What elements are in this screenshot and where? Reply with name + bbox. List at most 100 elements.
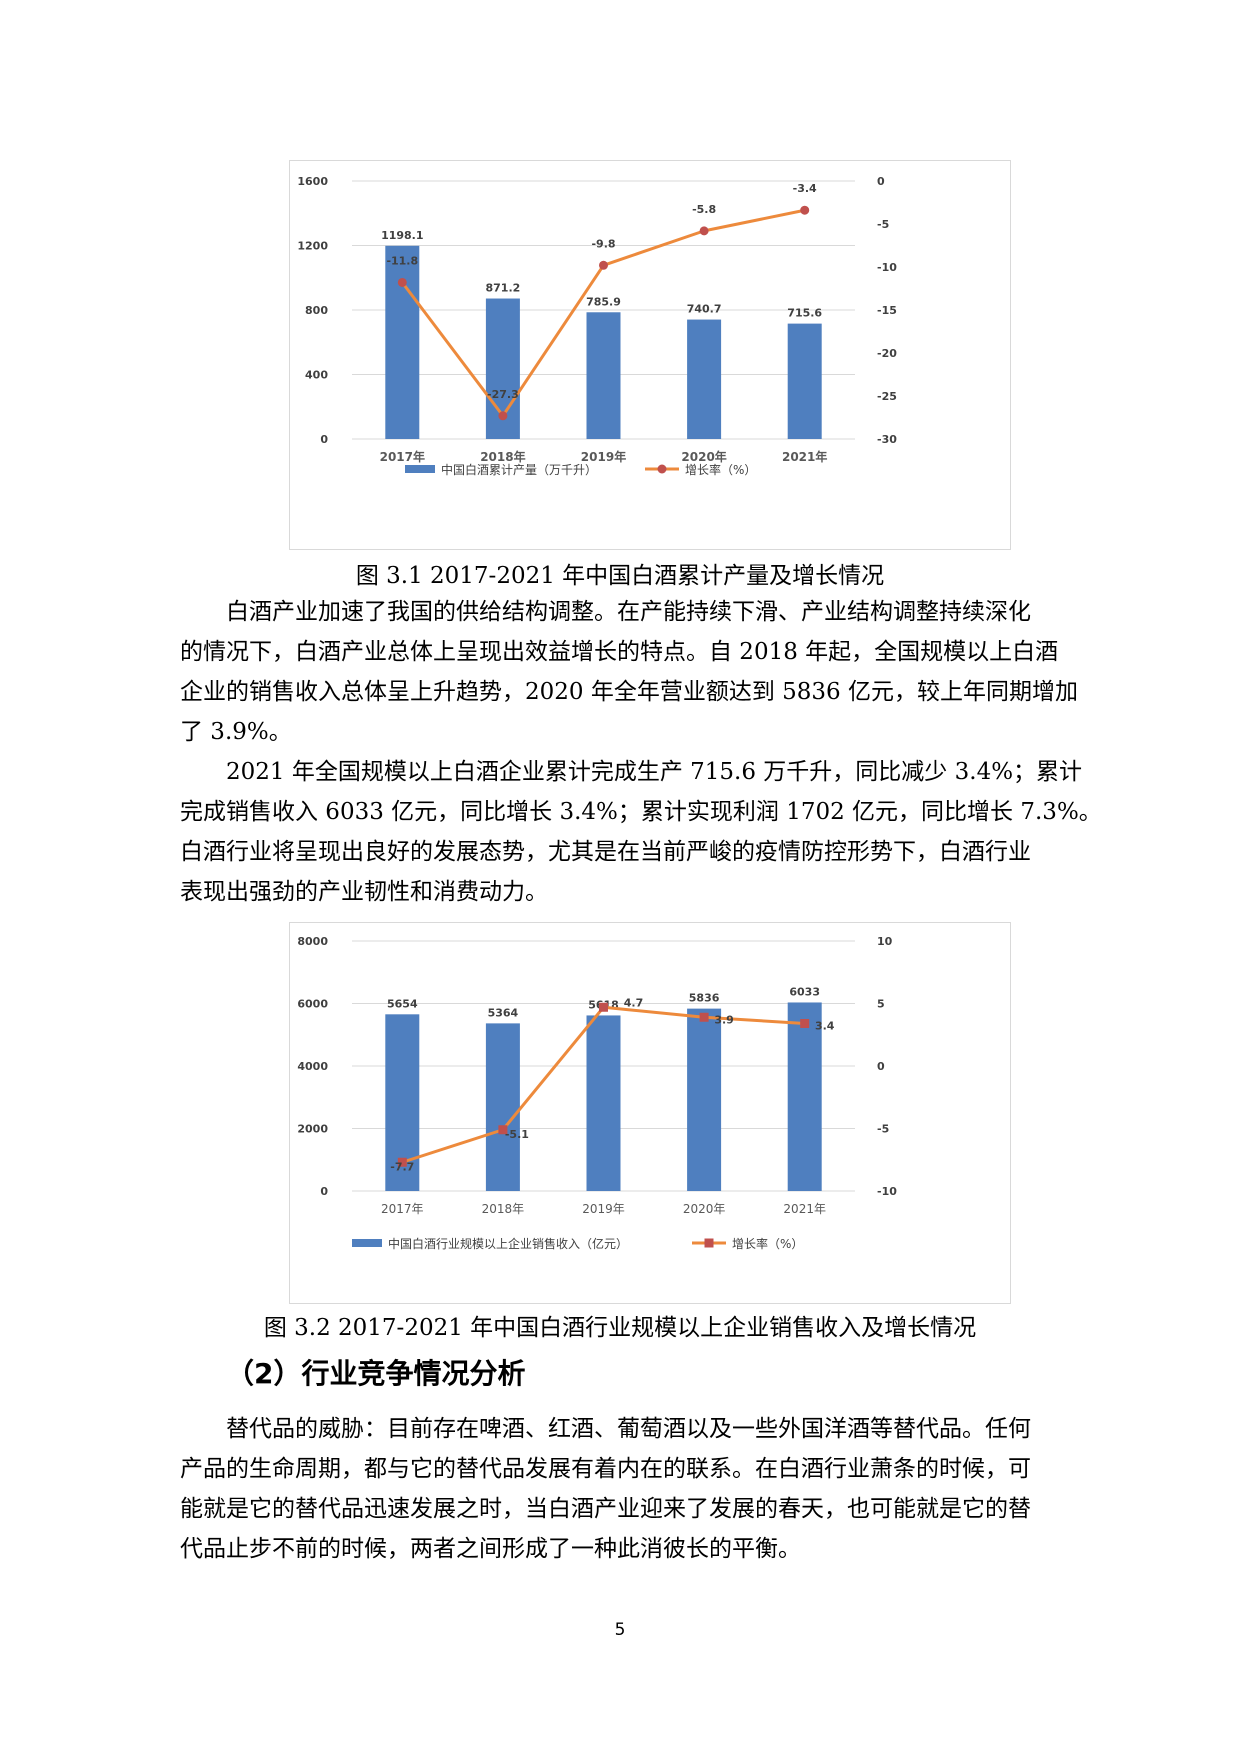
paragraph-substitutes: 替代品的威胁：目前存在啤酒、红酒、葡萄酒以及一些外国洋酒等替代品。任何 产品的生… <box>180 1409 1110 1569</box>
growth-rate-marker <box>699 226 709 236</box>
paragraph-line: 表现出强劲的产业韧性和消费动力。 <box>180 879 548 905</box>
paragraph-industry-structure: 白酒产业加速了我国的供给结构调整。在产能持续下滑、产业结构调整持续深化 的情况下… <box>180 592 1110 752</box>
growth-rate-marker <box>699 1012 709 1022</box>
bar <box>787 323 822 439</box>
y-right-tick-label: -5 <box>877 1123 889 1136</box>
line-data-label: -11.8 <box>386 254 418 267</box>
x-tick-label: 2018年 <box>482 1202 525 1216</box>
paragraph-line: 企业的销售收入总体呈上升趋势，2020 年全年营业额达到 5836 亿元，较上年… <box>180 679 1078 705</box>
line-data-label: -7.7 <box>390 1160 414 1173</box>
bar-data-label: 5654 <box>387 997 418 1010</box>
paragraph-line: 代品止步不前的时候，两者之间形成了一种此消彼长的平衡。 <box>180 1536 801 1562</box>
legend-bar-label: 中国白酒累计产量（万千升） <box>441 462 597 477</box>
y-left-tick-label: 0 <box>320 433 328 446</box>
y-left-tick-label: 0 <box>320 1185 328 1198</box>
paragraph-line: 产品的生命周期，都与它的替代品发展有着内在的联系。在白酒行业萧条的时候，可 <box>180 1456 1031 1482</box>
bar-data-label: 871.2 <box>486 282 521 295</box>
line-data-label: 3.9 <box>714 1013 734 1026</box>
legend-bar-swatch <box>352 1239 382 1247</box>
y-right-tick-label: -5 <box>877 218 889 231</box>
paragraph-line: 白酒产业加速了我国的供给结构调整。在产能持续下滑、产业结构调整持续深化 <box>226 599 1031 625</box>
line-data-label: -5.8 <box>692 203 716 216</box>
paragraph-line: 的情况下，白酒产业总体上呈现出效益增长的特点。自 2018 年起，全国规模以上白… <box>180 639 1059 665</box>
y-right-tick-label: -25 <box>877 390 897 403</box>
growth-rate-marker <box>800 205 810 215</box>
y-left-tick-label: 4000 <box>297 1060 328 1073</box>
line-data-label: -5.1 <box>505 1128 529 1141</box>
y-left-tick-label: 8000 <box>297 935 328 948</box>
growth-rate-marker <box>599 260 608 270</box>
y-right-tick-label: 0 <box>877 1060 885 1073</box>
page-number: 5 <box>614 1620 626 1640</box>
growth-rate-marker <box>599 1002 608 1012</box>
x-tick-label: 2020年 <box>681 449 726 464</box>
paragraph-line: 了 3.9%。 <box>180 719 292 745</box>
growth-rate-marker <box>498 411 508 421</box>
paragraph-line: 白酒行业将呈现出良好的发展态势，尤其是在当前严峻的疫情防控形势下，白酒行业 <box>180 839 1031 865</box>
line-data-label: -3.4 <box>793 182 817 195</box>
bar-data-label: 785.9 <box>586 295 621 308</box>
bar-data-label: 5364 <box>488 1006 519 1019</box>
y-right-tick-label: -10 <box>877 261 897 274</box>
production-chart-svg: 0 400 800 1200 1600 -30 -25 -20 -15 -10 -5 0 1198.1 8… <box>297 175 897 477</box>
x-tick-label: 2019年 <box>582 1202 625 1216</box>
x-tick-label: 2021年 <box>782 449 827 464</box>
line-data-label: 4.7 <box>624 996 644 1009</box>
y-right-tick-label: -10 <box>877 1185 897 1198</box>
line-data-label: -27.3 <box>487 388 519 401</box>
bar <box>586 312 621 439</box>
growth-rate-marker <box>800 1019 810 1028</box>
paragraph-line: 替代品的威胁：目前存在啤酒、红酒、葡萄酒以及一些外国洋酒等替代品。任何 <box>226 1416 1031 1442</box>
sales-revenue-chart: 02000400060008000-10-5051056545364561858… <box>289 922 1011 1304</box>
y-right-tick-label: 5 <box>877 998 885 1011</box>
sales-revenue-chart-svg: 02000400060008000-10-5051056545364561858… <box>297 935 897 1251</box>
paragraph-2021-performance: 2021 年全国规模以上白酒企业累计完成生产 715.6 万千升，同比减少 3.… <box>180 752 1110 912</box>
legend-line-marker <box>657 464 667 474</box>
legend-line-marker <box>704 1238 714 1248</box>
paragraph-line: 完成销售收入 6033 亿元，同比增长 3.4%；累计实现利润 1702 亿元，… <box>180 799 1102 825</box>
line-data-label: 3.4 <box>815 1020 835 1033</box>
paragraph-line: 2021 年全国规模以上白酒企业累计完成生产 715.6 万千升，同比减少 3.… <box>226 759 1083 785</box>
bar <box>385 245 420 439</box>
legend-line-label: 增长率（%） <box>685 462 756 477</box>
bar <box>787 1002 822 1191</box>
line-data-label: -9.8 <box>591 237 615 250</box>
y-left-tick-label: 6000 <box>297 998 328 1011</box>
bar-data-label: 1198.1 <box>381 229 423 242</box>
y-right-tick-label: -20 <box>877 347 897 360</box>
growth-rate-marker <box>498 1125 508 1135</box>
y-left-tick-label: 800 <box>305 304 328 317</box>
y-right-tick-label: -30 <box>877 433 897 446</box>
bar <box>586 1015 621 1191</box>
legend-bar-label: 中国白酒行业规模以上企业销售收入（亿元） <box>388 1236 628 1251</box>
bar <box>485 1023 520 1191</box>
legend-bar-swatch <box>405 465 435 473</box>
y-left-tick-label: 400 <box>305 369 328 382</box>
x-tick-label: 2020年 <box>683 1202 726 1216</box>
y-right-tick-label: 10 <box>877 935 893 948</box>
x-tick-label: 2021年 <box>783 1202 826 1216</box>
growth-rate-marker <box>397 1157 407 1167</box>
x-tick-label: 2018年 <box>480 449 525 464</box>
bar <box>687 1008 722 1191</box>
x-tick-label: 2019年 <box>581 449 626 464</box>
paragraph-line: 能就是它的替代品迅速发展之时，当白酒产业迎来了发展的春天，也可能就是它的替 <box>180 1496 1031 1522</box>
y-left-tick-label: 2000 <box>297 1123 328 1136</box>
bar-data-label: 715.6 <box>787 307 822 320</box>
y-left-tick-label: 1200 <box>297 240 328 253</box>
y-right-tick-label: -15 <box>877 304 897 317</box>
bar-data-label: 740.7 <box>687 303 722 316</box>
bar-data-label: 5836 <box>689 992 720 1005</box>
production-chart: 0 400 800 1200 1600 -30 -25 -20 -15 -10 -5 0 1198.1 8… <box>289 160 1011 550</box>
bar-data-label: 6033 <box>789 985 820 998</box>
section-heading: （2）行业竞争情况分析 <box>226 1357 526 1390</box>
legend-line-label: 增长率（%） <box>732 1236 803 1251</box>
growth-rate-marker <box>397 277 407 287</box>
y-right-tick-label: 0 <box>877 175 885 188</box>
y-left-tick-label: 1600 <box>297 175 328 188</box>
x-tick-label: 2017年 <box>381 1202 424 1216</box>
figure-caption-2: 图 3.2 2017-2021 年中国白酒行业规模以上企业销售收入及增长情况 <box>263 1315 977 1341</box>
x-tick-label: 2017年 <box>380 449 425 464</box>
bar <box>687 319 722 439</box>
figure-caption-1: 图 3.1 2017-2021 年中国白酒累计产量及增长情况 <box>355 563 885 589</box>
